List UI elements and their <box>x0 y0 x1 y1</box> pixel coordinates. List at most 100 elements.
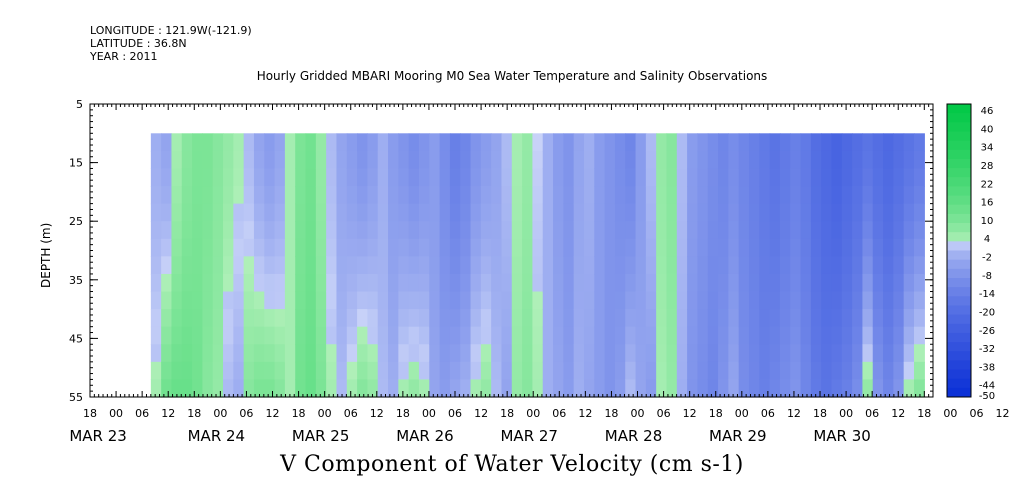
heatmap-cell <box>181 361 193 381</box>
heatmap-cell <box>810 221 822 240</box>
heatmap-cell <box>491 133 503 152</box>
heatmap-cell <box>501 186 513 205</box>
heatmap-cell <box>769 344 781 363</box>
heatmap-cell <box>418 186 430 205</box>
heatmap-cell <box>346 186 358 205</box>
x-tick-label: 18 <box>396 407 410 420</box>
heatmap-cell <box>728 186 740 205</box>
heatmap-cell <box>491 186 503 205</box>
heatmap-cell <box>388 238 399 257</box>
heatmap-cell <box>573 291 585 310</box>
colorbar-tick-label: -8 <box>982 271 992 282</box>
heatmap-cell <box>264 344 276 363</box>
heatmap-cell <box>614 273 626 293</box>
heatmap-cell <box>542 291 554 310</box>
heatmap-cell <box>192 361 203 381</box>
heatmap-cell <box>418 256 430 275</box>
heatmap-cell <box>872 186 884 205</box>
heatmap-cell <box>914 168 925 187</box>
heatmap-cell <box>800 256 812 275</box>
heatmap-cell <box>181 291 193 310</box>
heatmap-cell <box>223 150 234 170</box>
heatmap-cell <box>573 186 585 205</box>
heatmap-cell <box>357 344 368 363</box>
heatmap-cell <box>161 221 173 240</box>
heatmap-cell <box>676 150 688 170</box>
heatmap-cell <box>212 256 224 275</box>
heatmap-cell <box>367 221 379 240</box>
colorbar-tick-label: -20 <box>979 307 995 318</box>
heatmap-cell <box>150 326 162 345</box>
heatmap-cell <box>243 344 255 363</box>
heatmap-cell <box>728 221 740 240</box>
heatmap-cell <box>542 344 554 363</box>
heatmap-cell <box>810 256 822 275</box>
x-tick-label: 18 <box>917 407 931 420</box>
heatmap-cell <box>614 133 626 152</box>
heatmap-cell <box>522 273 534 293</box>
heatmap-cell <box>439 273 451 293</box>
heatmap-cell <box>893 309 905 328</box>
heatmap-cell <box>367 309 379 328</box>
heatmap-cell <box>367 203 379 222</box>
heatmap-cell <box>903 379 915 398</box>
heatmap-cell <box>212 221 224 240</box>
heatmap-cell <box>480 150 492 170</box>
colorbar-swatch <box>947 360 971 371</box>
x-tick-label: 12 <box>578 407 592 420</box>
heatmap-cell <box>449 309 461 328</box>
heatmap-cell <box>872 150 884 170</box>
heatmap-cell <box>914 133 925 152</box>
heatmap-cell <box>779 326 791 345</box>
heatmap-cell <box>883 168 894 187</box>
heatmap-cell <box>707 203 719 222</box>
heatmap-cell <box>903 309 915 328</box>
heatmap-cell <box>707 291 719 310</box>
heatmap-cell <box>161 186 173 205</box>
heatmap-cell <box>779 344 791 363</box>
heatmap-cell <box>914 203 925 222</box>
heatmap-cell <box>883 186 894 205</box>
heatmap-cell <box>253 133 265 152</box>
heatmap-cell <box>697 150 709 170</box>
heatmap-cell <box>377 168 389 187</box>
heatmap-cell <box>841 326 853 345</box>
heatmap-cell <box>718 273 729 293</box>
heatmap-cell <box>315 133 327 152</box>
colorbar-swatch <box>947 387 971 398</box>
heatmap-cell <box>862 291 874 310</box>
heatmap-cell <box>604 203 616 222</box>
heatmap-cell <box>274 150 286 170</box>
heatmap-cell <box>914 186 925 205</box>
heatmap-cell <box>625 168 637 187</box>
heatmap-cell <box>284 309 296 328</box>
colorbar-swatch <box>947 131 971 142</box>
heatmap-cell <box>315 379 327 398</box>
heatmap-cell <box>284 133 296 152</box>
heatmap-cell <box>398 133 410 152</box>
heatmap-cell <box>810 186 822 205</box>
heatmap-cell <box>573 133 585 152</box>
heatmap-cell <box>336 256 348 275</box>
colorbar-tick-label: -44 <box>979 381 995 392</box>
heatmap-cell <box>305 238 317 257</box>
heatmap-cell <box>831 168 843 187</box>
heatmap-cell <box>821 186 833 205</box>
heatmap-cell <box>542 309 554 328</box>
heatmap-cell <box>769 291 781 310</box>
heatmap-cell <box>573 379 585 398</box>
heatmap-cell <box>666 344 678 363</box>
heatmap-cell <box>357 150 368 170</box>
heatmap-cell <box>449 150 461 170</box>
heatmap-cell <box>862 150 874 170</box>
heatmap-cell <box>707 309 719 328</box>
heatmap-cell <box>831 256 843 275</box>
heatmap-cell <box>800 379 812 398</box>
heatmap-cell <box>769 256 781 275</box>
colorbar-swatch <box>947 223 971 233</box>
heatmap-cell <box>893 291 905 310</box>
heatmap-cell <box>594 291 606 310</box>
heatmap-cell <box>202 379 214 398</box>
heatmap-cell <box>614 203 626 222</box>
heatmap-cell <box>192 133 203 152</box>
